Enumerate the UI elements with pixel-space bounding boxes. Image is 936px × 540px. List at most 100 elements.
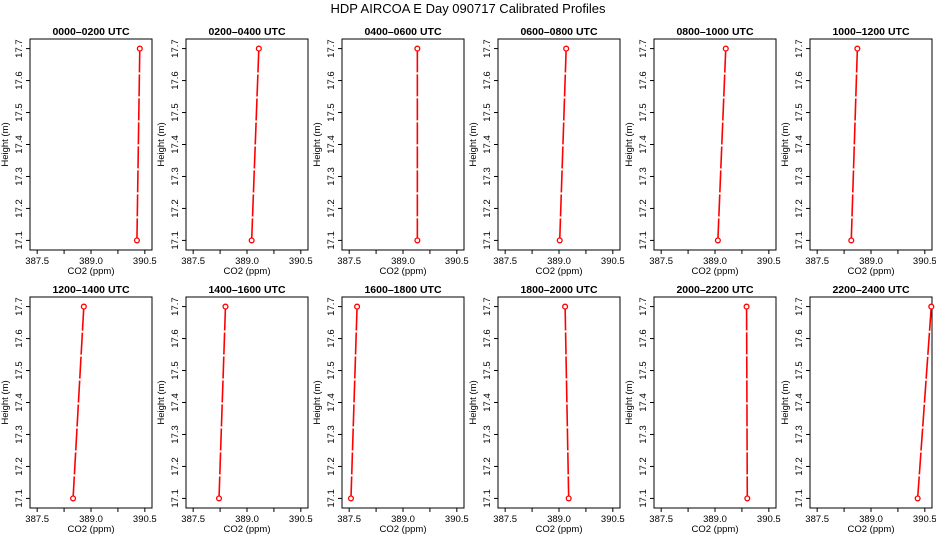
x-axis-label: CO2 (ppm) xyxy=(848,266,895,277)
y-tick-label: 17.1 xyxy=(638,489,649,508)
y-axis-label: Height (m) xyxy=(312,122,323,166)
panel-title: 1000–1200 UTC xyxy=(832,26,909,38)
figure-title: HDP AIRCOA E Day 090717 Calibrated Profi… xyxy=(330,1,606,16)
chart-panel-11: 2000–2200 UTC 17.1 17.2 17.3 17.4 17.5 17.6 17.… xyxy=(624,284,781,535)
data-point xyxy=(722,45,729,52)
y-axis-label: Height (m) xyxy=(0,122,11,166)
y-tick-label: 17.2 xyxy=(170,457,181,476)
x-tick-label: 390.5 xyxy=(757,514,781,525)
x-tick-label: 390.5 xyxy=(289,256,313,267)
y-tick-label: 17.6 xyxy=(794,329,805,348)
x-tick-label: 387.5 xyxy=(805,514,829,525)
x-tick-label: 390.5 xyxy=(913,256,936,267)
y-tick-label: 17.2 xyxy=(794,457,805,476)
y-tick-label: 17.4 xyxy=(326,393,337,412)
x-axis-label: CO2 (ppm) xyxy=(68,524,115,535)
x-tick-label: 389.0 xyxy=(859,256,883,267)
y-tick-label: 17.5 xyxy=(326,361,337,380)
plot-frame xyxy=(497,296,621,509)
data-point xyxy=(928,303,935,310)
y-tick-label: 17.7 xyxy=(326,297,337,316)
plot-frame xyxy=(497,38,621,251)
y-tick-label: 17.1 xyxy=(14,489,25,508)
y-tick-label: 17.5 xyxy=(170,361,181,380)
x-axis-label: CO2 (ppm) xyxy=(536,266,583,277)
y-tick-label: 17.7 xyxy=(794,39,805,58)
y-tick-label: 17.6 xyxy=(170,71,181,90)
plot-frame xyxy=(809,296,933,509)
chart-panel-8: 1400–1600 UTC 17.1 17.2 17.3 17.4 17.5 17.6 17.… xyxy=(156,284,313,535)
y-tick-label: 17.2 xyxy=(326,457,337,476)
y-tick-label: 17.1 xyxy=(170,489,181,508)
x-tick-label: 390.5 xyxy=(913,514,936,525)
y-tick-label: 17.2 xyxy=(638,199,649,218)
chart-panel-2: 0200–0400 UTC 17.1 17.2 17.3 17.4 17.5 17.6 17.… xyxy=(156,26,313,277)
plot-frame xyxy=(29,296,153,509)
y-tick-label: 17.4 xyxy=(14,135,25,154)
y-tick-label: 17.3 xyxy=(326,425,337,444)
data-point xyxy=(744,495,751,502)
y-tick-label: 17.3 xyxy=(794,167,805,186)
data-point xyxy=(70,495,77,502)
y-tick-label: 17.7 xyxy=(482,297,493,316)
x-axis-label: CO2 (ppm) xyxy=(380,266,427,277)
data-point xyxy=(914,495,921,502)
x-axis-label: CO2 (ppm) xyxy=(68,266,115,277)
y-tick-label: 17.1 xyxy=(326,489,337,508)
y-tick-label: 17.6 xyxy=(482,71,493,90)
plot-frame xyxy=(185,38,309,251)
x-tick-label: 389.0 xyxy=(235,514,259,525)
y-tick-label: 17.7 xyxy=(482,39,493,58)
y-tick-label: 17.6 xyxy=(482,329,493,348)
x-tick-label: 389.0 xyxy=(703,514,727,525)
y-axis-label: Height (m) xyxy=(156,380,167,424)
y-tick-label: 17.4 xyxy=(638,135,649,154)
y-tick-label: 17.4 xyxy=(638,393,649,412)
x-tick-label: 387.5 xyxy=(493,514,517,525)
y-tick-label: 17.4 xyxy=(794,393,805,412)
y-tick-label: 17.5 xyxy=(482,103,493,122)
y-tick-label: 17.6 xyxy=(794,71,805,90)
x-tick-label: 390.5 xyxy=(133,514,157,525)
x-tick-label: 390.5 xyxy=(757,256,781,267)
panel-title: 2200–2400 UTC xyxy=(832,284,909,296)
chart-panel-1: 0000–0200 UTC 17.1 17.2 17.3 17.4 17.5 17.6 17.… xyxy=(0,26,157,277)
chart-panel-7: 1200–1400 UTC 17.1 17.2 17.3 17.4 17.5 17.6 17.… xyxy=(0,284,157,535)
x-tick-label: 387.5 xyxy=(805,256,829,267)
y-tick-label: 17.3 xyxy=(638,425,649,444)
plot-frame xyxy=(809,38,933,251)
data-point xyxy=(565,495,572,502)
x-tick-label: 389.0 xyxy=(859,514,883,525)
chart-panel-6: 1000–1200 UTC 17.1 17.2 17.3 17.4 17.5 17.6 17.… xyxy=(780,26,936,277)
data-point xyxy=(743,303,750,310)
x-tick-label: 387.5 xyxy=(25,256,49,267)
data-point xyxy=(714,237,721,244)
y-tick-label: 17.1 xyxy=(482,231,493,250)
y-tick-label: 17.4 xyxy=(482,135,493,154)
x-tick-label: 389.0 xyxy=(703,256,727,267)
y-tick-label: 17.6 xyxy=(638,71,649,90)
data-point xyxy=(556,237,563,244)
panel-title: 0600–0800 UTC xyxy=(520,26,597,38)
data-point xyxy=(248,237,255,244)
y-axis-label: Height (m) xyxy=(780,380,791,424)
chart-panel-4: 0600–0800 UTC 17.1 17.2 17.3 17.4 17.5 17.6 17.… xyxy=(468,26,625,277)
x-tick-label: 387.5 xyxy=(649,256,673,267)
y-tick-label: 17.2 xyxy=(14,457,25,476)
y-tick-label: 17.6 xyxy=(170,329,181,348)
profile-line xyxy=(250,48,260,241)
panel-title: 0400–0600 UTC xyxy=(364,26,441,38)
x-tick-label: 390.5 xyxy=(601,256,625,267)
plot-frame xyxy=(341,38,465,251)
profile-line xyxy=(850,48,859,241)
y-tick-label: 17.6 xyxy=(326,329,337,348)
y-tick-label: 17.2 xyxy=(794,199,805,218)
y-tick-label: 17.7 xyxy=(638,39,649,58)
data-point xyxy=(562,303,569,310)
profile-line xyxy=(218,306,227,499)
y-tick-label: 17.2 xyxy=(638,457,649,476)
chart-panel-5: 0800–1000 UTC 17.1 17.2 17.3 17.4 17.5 17.6 17.… xyxy=(624,26,781,277)
y-tick-label: 17.7 xyxy=(326,39,337,58)
y-tick-label: 17.3 xyxy=(170,425,181,444)
x-tick-label: 387.5 xyxy=(649,514,673,525)
